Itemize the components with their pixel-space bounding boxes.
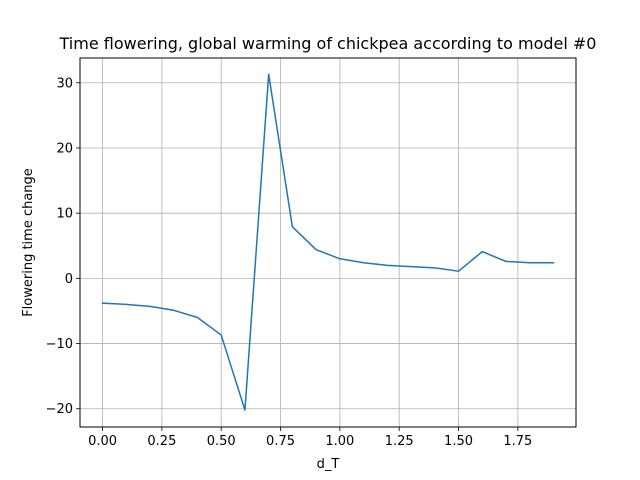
data-point (126, 304, 127, 305)
y-tick-label: 30 (56, 76, 73, 91)
x-tick-label: 0.75 (266, 434, 295, 449)
series-layer (101, 73, 555, 411)
data-point (410, 266, 411, 267)
data-point (292, 226, 293, 227)
y-tick-label: −20 (46, 402, 73, 417)
y-tick-label: 10 (56, 207, 73, 222)
x-tick-label: 1.00 (325, 434, 354, 449)
data-point (363, 262, 364, 263)
data-point (149, 306, 150, 307)
y-tick-label: 0 (65, 272, 73, 287)
data-point (339, 258, 340, 259)
x-tick-label: 0.00 (88, 434, 117, 449)
x-tick-label: 1.50 (444, 434, 473, 449)
chart-title: Time flowering, global warming of chickp… (59, 34, 597, 53)
data-point (482, 251, 483, 252)
y-axis: −20 −10 0 10 20 30 (46, 76, 80, 417)
x-tick-label: 1.25 (385, 434, 414, 449)
x-tick-label: 1.75 (503, 434, 532, 449)
data-point (553, 262, 554, 263)
x-axis-label: d_T (317, 457, 340, 472)
data-point (244, 409, 245, 410)
y-tick-label: 20 (56, 141, 73, 156)
x-tick-label: 0.25 (147, 434, 176, 449)
data-point (505, 261, 506, 262)
plot-frame (79, 57, 577, 428)
data-point (529, 262, 530, 263)
data-point (268, 74, 269, 75)
series-line (101, 73, 555, 411)
data-point (434, 267, 435, 268)
data-point (173, 310, 174, 311)
data-point (221, 334, 222, 335)
y-tick-label: −10 (46, 337, 73, 352)
data-point (197, 317, 198, 318)
x-tick-label: 0.50 (207, 434, 236, 449)
data-point (458, 271, 459, 272)
data-point (316, 249, 317, 250)
data-point (102, 303, 103, 304)
grid (80, 58, 576, 427)
y-axis-label: Flowering time change (21, 168, 36, 317)
x-axis: 0.00 0.25 0.50 0.75 1.00 1.25 1.50 1.75 (88, 427, 532, 449)
data-point (387, 265, 388, 266)
